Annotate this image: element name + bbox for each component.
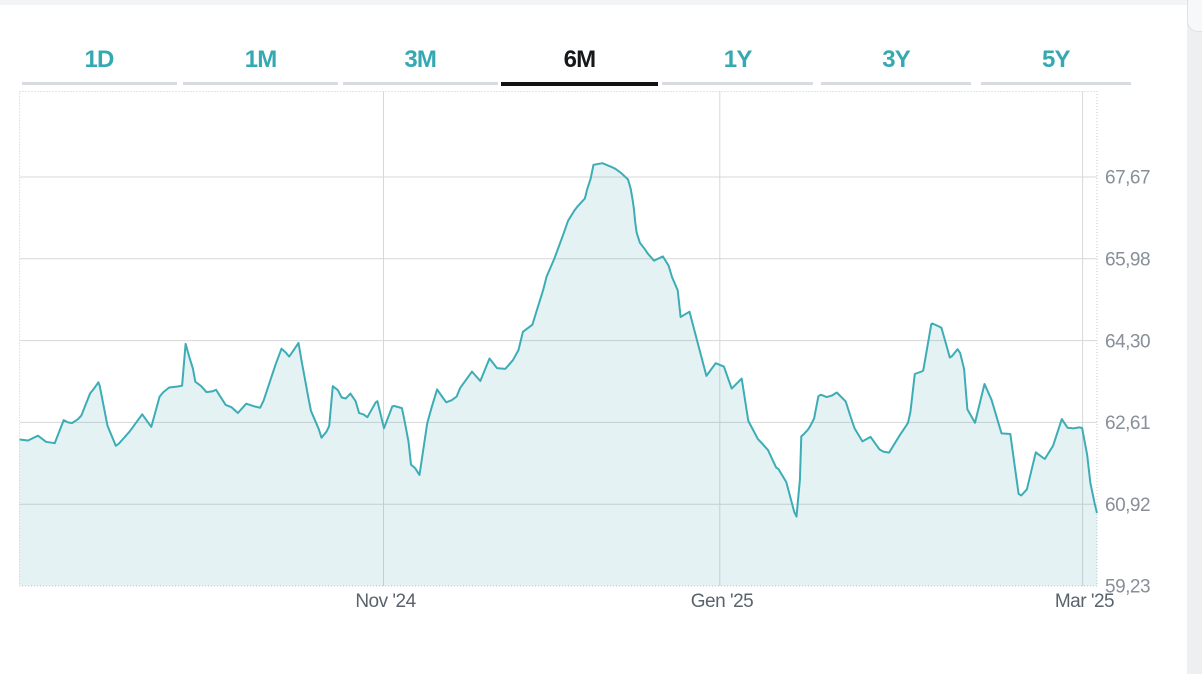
svg-text:64,30: 64,30 xyxy=(1105,331,1150,352)
svg-text:62,61: 62,61 xyxy=(1105,413,1150,434)
svg-text:60,92: 60,92 xyxy=(1105,495,1150,516)
svg-text:67,67: 67,67 xyxy=(1105,168,1150,189)
svg-text:65,98: 65,98 xyxy=(1105,250,1150,271)
svg-text:Gen '25: Gen '25 xyxy=(691,591,753,612)
svg-text:Mar '25: Mar '25 xyxy=(1055,591,1114,612)
svg-text:59,23: 59,23 xyxy=(1105,577,1150,598)
svg-text:Nov '24: Nov '24 xyxy=(355,591,416,612)
